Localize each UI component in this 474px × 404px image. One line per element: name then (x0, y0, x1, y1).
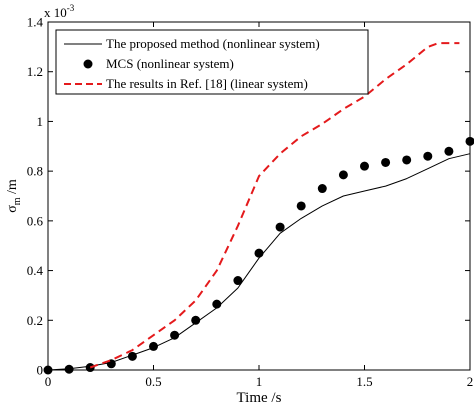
y-tick-label: 1.2 (27, 64, 43, 79)
y-exponent-power: -3 (67, 3, 75, 13)
mcs-data-point (465, 136, 474, 146)
mcs-data-point (296, 201, 306, 211)
y-tick-label: 0.8 (27, 164, 43, 179)
x-tick-label: 1 (256, 374, 263, 389)
mcs-data-point (254, 248, 264, 258)
series-layer (43, 42, 474, 375)
mcs-data-point (233, 276, 243, 286)
mcs-data-point (275, 222, 285, 232)
x-tick-label: 0.5 (145, 374, 161, 389)
legend: The proposed method (nonlinear system) M… (55, 29, 369, 95)
y-axis-label-rest: /m (5, 179, 20, 197)
x-tick-label: 1.5 (356, 374, 372, 389)
y-tick-label: 0.6 (27, 213, 44, 228)
y-tick-label: 1 (37, 114, 44, 129)
y-tick-label: 0.2 (27, 313, 43, 328)
mcs-data-point (170, 330, 180, 340)
axes: 0 0.5 1 1.5 2 0 0.2 0.4 0.6 0.8 1 1.2 1.4 (27, 15, 474, 390)
series-line-proposed (47, 153, 471, 371)
x-tick-label: 0 (45, 374, 52, 389)
y-axis-label-sub: m (12, 197, 23, 205)
y-axis-label-main: σ (5, 205, 20, 213)
y-exponent-label: x 10-3 (44, 3, 75, 20)
mcs-data-point (338, 170, 348, 180)
legend-label-proposed: The proposed method (nonlinear system) (106, 36, 320, 51)
y-tick-label: 1.4 (27, 15, 44, 30)
y-exponent-prefix: x 10 (44, 5, 67, 20)
mcs-data-point (191, 315, 201, 325)
mcs-data-point (381, 157, 391, 167)
mcs-data-point (85, 363, 95, 373)
y-axis-label: σm /m (5, 179, 23, 213)
x-axis-label: Time /s (237, 390, 282, 404)
mcs-data-point (360, 161, 369, 171)
mcs-data-point (64, 364, 74, 374)
legend-swatch-marker (83, 59, 93, 69)
mcs-data-point (149, 341, 158, 351)
mcs-data-point (402, 155, 412, 165)
legend-label-mcs: MCS (nonlinear system) (106, 56, 234, 71)
y-tick-label: 0.4 (27, 263, 44, 278)
mcs-data-point (43, 365, 53, 375)
mcs-data-point (127, 351, 137, 361)
mcs-data-point (212, 299, 222, 309)
mcs-data-point (444, 146, 454, 156)
legend-box (55, 29, 369, 95)
mcs-data-point (317, 184, 327, 194)
series-line-ref18 (89, 42, 460, 369)
x-tick-label: 2 (467, 374, 474, 389)
legend-label-ref18: The results in Ref. [18] (linear system) (106, 76, 308, 91)
mcs-data-point (423, 151, 433, 161)
y-tick-label: 0 (37, 363, 44, 378)
